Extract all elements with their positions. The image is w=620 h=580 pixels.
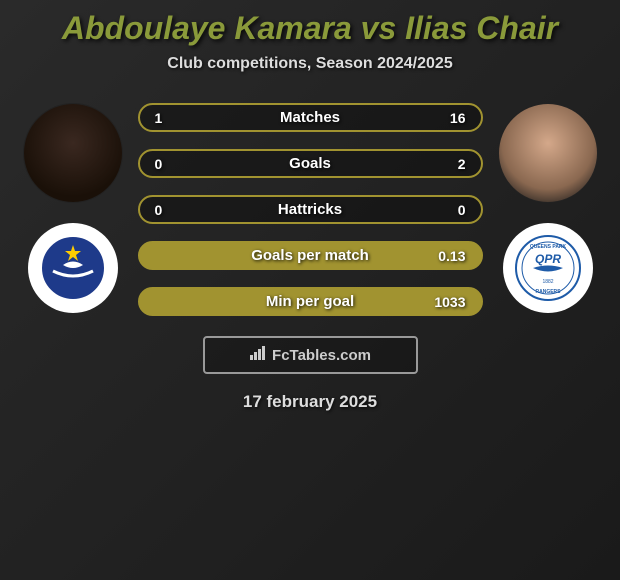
stat-right-value: 1033 (434, 294, 465, 310)
player-avatar-right (498, 103, 598, 203)
stat-right-value: 16 (450, 110, 466, 126)
stat-bar-hattricks: 0 Hattricks 0 (138, 195, 483, 224)
subtitle: Club competitions, Season 2024/2025 (0, 55, 620, 73)
stat-label: Matches (280, 109, 340, 126)
stats-column: 1 Matches 16 0 Goals 2 0 Hattricks 0 Goa… (138, 103, 483, 316)
stat-right-value: 2 (458, 156, 466, 172)
stat-left-value: 0 (155, 202, 163, 218)
avatar-placeholder (24, 104, 122, 202)
stat-label: Goals (289, 155, 331, 172)
page-title: Abdoulaye Kamara vs Ilias Chair (0, 10, 620, 47)
stat-label: Min per goal (266, 293, 354, 310)
stat-left-value: 0 (155, 156, 163, 172)
player-avatar-left (23, 103, 123, 203)
portsmouth-badge-icon (38, 233, 108, 303)
svg-text:RANGERS: RANGERS (535, 289, 561, 295)
club-badge-left (28, 223, 118, 313)
svg-text:QUEENS PARK: QUEENS PARK (529, 244, 566, 250)
date-label: 17 february 2025 (0, 392, 620, 412)
right-side: QUEENS PARK RANGERS QPR 1882 (498, 103, 598, 313)
qpr-badge-icon: QUEENS PARK RANGERS QPR 1882 (513, 233, 583, 303)
stat-label: Hattricks (278, 201, 342, 218)
avatar-placeholder (499, 104, 597, 202)
left-side (23, 103, 123, 313)
stat-bar-goals-per-match: Goals per match 0.13 (138, 241, 483, 270)
stat-right-value: 0 (458, 202, 466, 218)
svg-text:QPR: QPR (534, 252, 560, 266)
stat-left-value: 1 (155, 110, 163, 126)
stat-bar-min-per-goal: Min per goal 1033 (138, 287, 483, 316)
main-container: Abdoulaye Kamara vs Ilias Chair Club com… (0, 0, 620, 422)
watermark-text: FcTables.com (272, 347, 371, 364)
stat-bar-goals: 0 Goals 2 (138, 149, 483, 178)
stat-label: Goals per match (251, 247, 369, 264)
stat-right-value: 0.13 (438, 248, 465, 264)
watermark: FcTables.com (203, 336, 418, 374)
chart-icon (249, 346, 267, 365)
club-badge-right: QUEENS PARK RANGERS QPR 1882 (503, 223, 593, 313)
svg-text:1882: 1882 (542, 279, 553, 285)
content-row: 1 Matches 16 0 Goals 2 0 Hattricks 0 Goa… (0, 103, 620, 316)
stat-bar-matches: 1 Matches 16 (138, 103, 483, 132)
